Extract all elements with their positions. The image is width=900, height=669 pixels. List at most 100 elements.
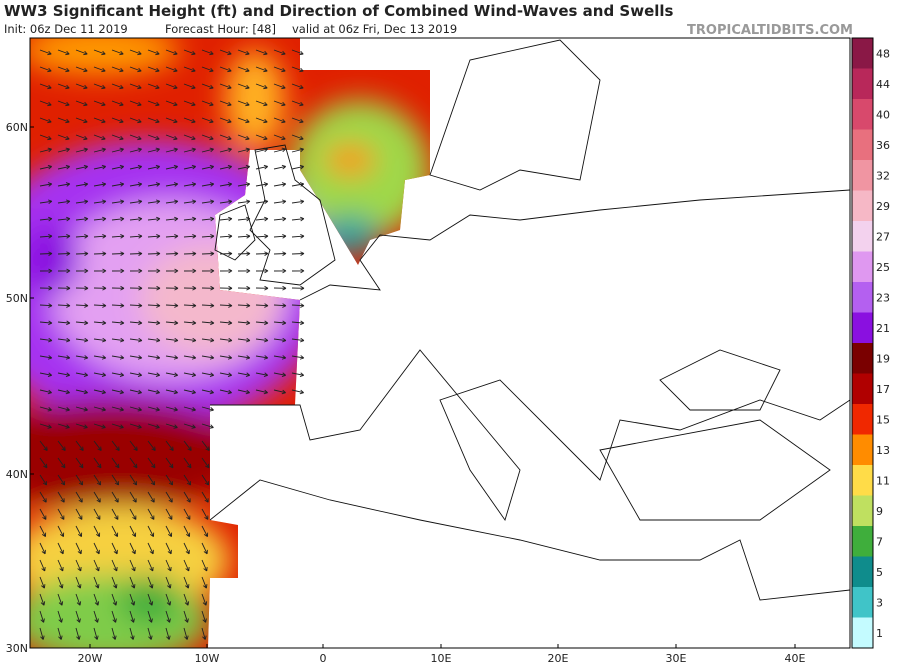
arrow — [93, 474, 102, 486]
arrow — [75, 508, 83, 520]
arrow — [129, 474, 138, 486]
arrow — [219, 66, 232, 73]
arrow — [93, 406, 106, 412]
arrow — [183, 66, 196, 73]
arrow — [75, 491, 83, 503]
arrow — [39, 491, 47, 503]
lon-label: 20E — [548, 652, 569, 665]
arrow — [39, 457, 48, 469]
arrow — [219, 182, 233, 187]
colorbar-segment — [852, 68, 873, 100]
arrow — [201, 525, 209, 538]
arrow — [183, 285, 197, 291]
colorbar-label: 29 — [876, 200, 890, 213]
arrow — [165, 147, 178, 153]
arrow — [39, 508, 47, 520]
arrow — [129, 199, 143, 205]
arrow — [39, 117, 52, 124]
arrow — [147, 234, 161, 239]
arrow — [111, 440, 120, 451]
arrow — [57, 268, 71, 274]
arrow — [201, 234, 215, 239]
coastlines — [209, 39, 850, 601]
lon-label: 30E — [666, 652, 687, 665]
colorbar-segment — [852, 99, 873, 130]
arrow — [93, 164, 107, 170]
arrow — [147, 593, 154, 606]
arrow — [201, 474, 210, 486]
arrow — [165, 576, 172, 589]
arrow — [237, 66, 250, 73]
arrow — [129, 389, 142, 395]
colorbar-segment — [852, 282, 873, 313]
arrow — [183, 49, 196, 56]
arrow — [165, 83, 178, 90]
arrow — [93, 491, 101, 503]
arrow — [39, 474, 48, 486]
arrow — [183, 100, 196, 107]
arrow — [201, 372, 215, 377]
colorbar-label: 17 — [876, 383, 890, 396]
arrow — [39, 182, 53, 187]
arrow — [111, 627, 117, 640]
arrow — [201, 576, 208, 589]
colorbar-segment — [852, 434, 873, 466]
arrow — [291, 234, 305, 239]
arrow — [237, 49, 250, 56]
arrow — [75, 268, 89, 274]
arrow — [147, 525, 155, 538]
arrow — [39, 320, 53, 326]
arrow — [93, 117, 106, 124]
arrow — [165, 117, 178, 124]
arrow — [255, 268, 269, 274]
arrow — [93, 100, 106, 107]
arrow — [111, 285, 125, 291]
arrow — [147, 610, 153, 623]
arrow — [93, 285, 107, 291]
arrow — [111, 83, 124, 90]
arrow — [255, 83, 268, 90]
arrow — [201, 49, 214, 56]
arrow — [255, 164, 269, 170]
arrow — [111, 268, 125, 274]
arrow — [255, 182, 269, 187]
arrow — [219, 147, 232, 153]
arrow — [129, 440, 138, 451]
arrow — [57, 66, 70, 73]
lon-label: 20W — [78, 652, 103, 665]
arrow — [75, 285, 89, 291]
arrow — [93, 355, 107, 360]
arrow — [273, 337, 287, 343]
arrow — [93, 372, 107, 377]
colorbar-label: 32 — [876, 169, 890, 182]
arrow — [237, 355, 251, 360]
arrow — [255, 355, 269, 360]
arrow — [57, 355, 71, 360]
arrow — [273, 389, 286, 395]
arrow — [39, 542, 46, 555]
arrow — [201, 406, 214, 412]
arrow — [201, 440, 210, 451]
arrow — [291, 389, 304, 395]
arrow — [291, 147, 304, 153]
arrow — [57, 474, 66, 486]
arrow — [93, 182, 107, 187]
arrow — [183, 593, 190, 606]
arrow — [93, 508, 101, 520]
arrow — [273, 182, 287, 187]
arrow — [237, 164, 251, 170]
lon-label: 0 — [320, 652, 327, 665]
colorbar-label: 44 — [876, 78, 890, 91]
arrow — [183, 234, 197, 239]
arrow — [201, 593, 208, 606]
arrow — [165, 285, 179, 291]
arrow — [129, 542, 136, 555]
arrow — [75, 199, 89, 205]
arrow — [165, 423, 178, 429]
arrow — [129, 355, 143, 360]
arrow — [75, 251, 89, 256]
arrow — [75, 559, 82, 572]
arrow — [255, 216, 269, 222]
arrow — [237, 216, 251, 222]
arrow — [57, 406, 70, 412]
